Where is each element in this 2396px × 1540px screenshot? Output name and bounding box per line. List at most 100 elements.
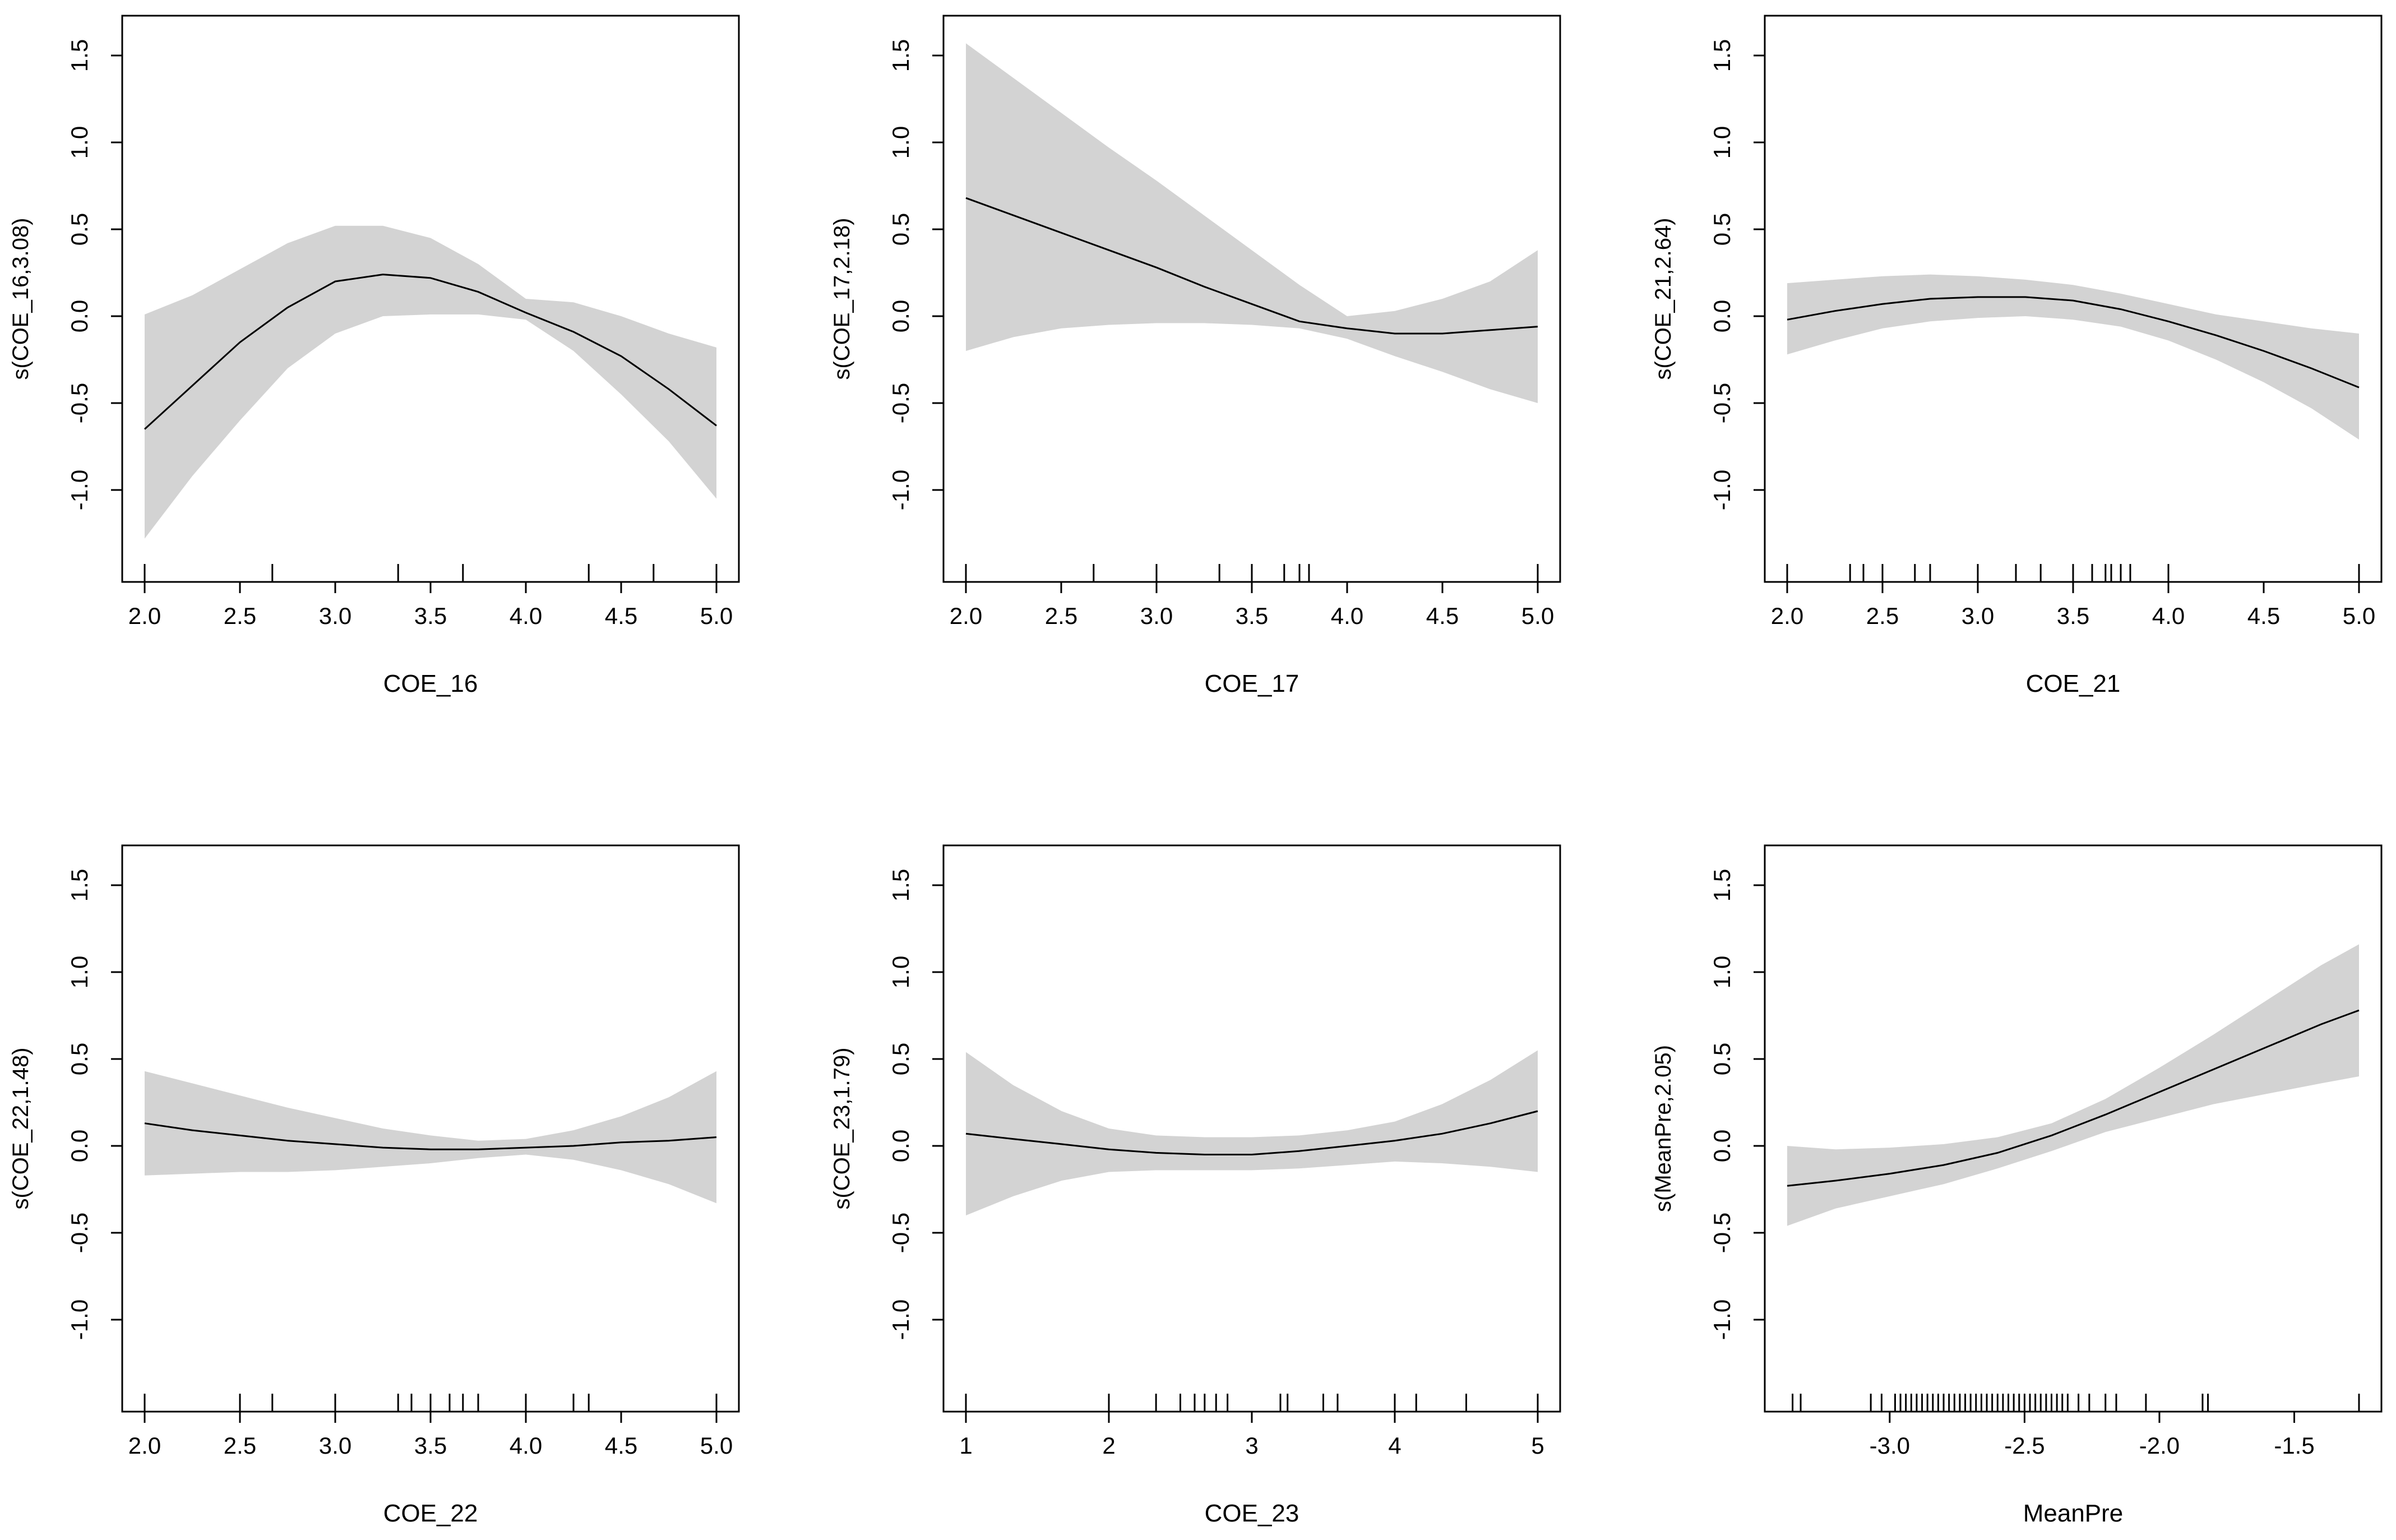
panel-5-x-tick-label: 1 xyxy=(959,1432,972,1459)
panel-5-x-tick-label: 4 xyxy=(1388,1432,1401,1459)
panel-1-confidence-band xyxy=(145,225,716,539)
panel-2-x-tick-label: 2.5 xyxy=(1045,603,1077,629)
panel-3-x-tick-label: 3.0 xyxy=(1962,603,1994,629)
panel-2-x-tick-label: 2.0 xyxy=(950,603,982,629)
panel-4-x-tick-label: 2.5 xyxy=(224,1432,256,1459)
panel-6-x-tick-label: -3.0 xyxy=(1870,1432,1910,1459)
panel-3-y-tick-label: 0.0 xyxy=(1709,300,1735,332)
panel-5-x-tick-label: 5 xyxy=(1531,1432,1544,1459)
panel-4-x-tick-label: 4.0 xyxy=(510,1432,542,1459)
panel-4-smooth-line xyxy=(144,1122,717,1150)
panel-6-x-axis-title: MeanPre xyxy=(2023,1500,2124,1527)
panel-2-y-axis-title: s(COE_17,2.18) xyxy=(830,218,854,380)
panel-1-y-tick-label: -1.0 xyxy=(66,470,92,510)
panel-3-smooth-line xyxy=(1787,296,2360,389)
panel-4-y-tick-label: -0.5 xyxy=(66,1213,92,1253)
panel-4-y-tick-label: -1.0 xyxy=(66,1299,92,1340)
panel-3-y-tick-label: 1.0 xyxy=(1709,126,1735,159)
panel-5-smooth-line xyxy=(965,1110,1538,1155)
panel-5-y-tick-label: -1.0 xyxy=(887,1299,914,1340)
panel-2-y-tick-label: 0.5 xyxy=(887,213,914,246)
panel-3-y-tick-label: 0.5 xyxy=(1709,213,1735,246)
panel-2-x-tick-label: 3.0 xyxy=(1140,603,1173,629)
gam-panel-6: -3.0 -2.5 -2.0 -1.5 MeanPre -1.0 -0.5 0.0 0.5 1.0… xyxy=(1651,844,2383,1527)
panel-5-y-tick-label: -0.5 xyxy=(887,1213,914,1253)
panel-6-y-tick-label: -0.5 xyxy=(1709,1213,1735,1253)
panel-6-x-tick-label: -1.5 xyxy=(2274,1432,2314,1459)
panel-2-confidence-band xyxy=(966,43,1538,404)
panel-1-y-tick-label: -0.5 xyxy=(66,383,92,423)
panel-6-x-tick-label: -2.5 xyxy=(2004,1432,2045,1459)
panel-5-x-tick-label: 2 xyxy=(1102,1432,1115,1459)
panel-5-y-tick-label: 0.0 xyxy=(887,1130,914,1162)
panel-3-y-tick-label: -1.0 xyxy=(1709,470,1735,510)
panel-4-y-axis-title: s(COE_22,1.48) xyxy=(8,1047,33,1209)
panel-2-x-tick-label: 3.5 xyxy=(1236,603,1268,629)
gam-panel-5: 1 2 3 4 5 COE_23 -1.0 -0.5 0.0 0.5 1.0 1.5 s(COE_23,… xyxy=(830,844,1561,1527)
panel-4-y-tick-label: 1.0 xyxy=(66,956,92,988)
panel-2-x-tick-label: 5.0 xyxy=(1521,603,1554,629)
panel-1-x-tick-label: 5.0 xyxy=(700,603,733,629)
panel-5-y-tick-label: 0.5 xyxy=(887,1043,914,1075)
panel-3-x-tick-label: 5.0 xyxy=(2343,603,2375,629)
panel-1-x-tick-label: 4.5 xyxy=(605,603,637,629)
panel-3-y-axis-title: s(COE_21,2.64) xyxy=(1651,218,1676,380)
panel-3-x-tick-label: 2.5 xyxy=(1866,603,1899,629)
panel-6-y-tick-label: 0.5 xyxy=(1709,1043,1735,1075)
panel-4-y-tick-label: 0.5 xyxy=(66,1043,92,1075)
panel-6-smooth-line xyxy=(1787,1009,2360,1187)
panel-2-y-tick-label: 1.0 xyxy=(887,126,914,159)
panel-1-x-tick-label: 2.0 xyxy=(128,603,161,629)
panel-3-x-tick-label: 4.0 xyxy=(2152,603,2185,629)
panel-1-y-tick-label: 0.5 xyxy=(66,213,92,246)
panel-6-y-tick-label: 0.0 xyxy=(1709,1130,1735,1162)
panel-5-y-tick-label: 1.5 xyxy=(887,869,914,901)
gam-panel-1: 2.0 2.5 3.0 3.5 4.0 4.5 5.0 COE_16 -1.0 -0.5 0.0 0.… xyxy=(8,15,740,697)
panel-5-y-axis-title: s(COE_23,1.79) xyxy=(830,1047,854,1209)
panel-1-y-tick-label: 1.0 xyxy=(66,126,92,159)
panel-1-y-tick-label: 0.0 xyxy=(66,300,92,332)
panel-5-confidence-band xyxy=(966,1050,1538,1215)
panel-2-y-tick-label: -0.5 xyxy=(887,383,914,423)
panel-1-x-axis-title: COE_16 xyxy=(383,670,478,697)
panel-4-x-tick-label: 2.0 xyxy=(128,1432,161,1459)
panel-4-x-tick-label: 5.0 xyxy=(700,1432,733,1459)
panel-5-x-tick-label: 3 xyxy=(1245,1432,1258,1459)
panel-2-x-tick-label: 4.5 xyxy=(1426,603,1459,629)
panel-3-x-tick-label: 4.5 xyxy=(2247,603,2280,629)
panel-1-y-tick-label: 1.5 xyxy=(66,39,92,72)
panel-2-smooth-line xyxy=(965,197,1538,335)
panel-1-smooth-line xyxy=(144,274,717,430)
panel-6-y-tick-label: 1.0 xyxy=(1709,956,1735,988)
panel-3-y-tick-label: 1.5 xyxy=(1709,39,1735,72)
panel-6-x-tick-label: -2.0 xyxy=(2139,1432,2180,1459)
panel-2-y-tick-label: 0.0 xyxy=(887,300,914,332)
panel-2-y-tick-label: -1.0 xyxy=(887,470,914,510)
panel-6-y-axis-title: s(MeanPre,2.05) xyxy=(1651,1045,1676,1212)
panel-2-x-axis-title: COE_17 xyxy=(1205,670,1299,697)
panel-1-x-tick-label: 3.5 xyxy=(414,603,447,629)
panel-4-x-tick-label: 3.5 xyxy=(414,1432,447,1459)
panel-4-x-tick-label: 3.0 xyxy=(319,1432,351,1459)
panel-1-y-axis-title: s(COE_16,3.08) xyxy=(8,218,33,380)
panel-5-x-axis-title: COE_23 xyxy=(1205,1500,1299,1527)
panel-1-x-tick-label: 3.0 xyxy=(319,603,351,629)
panel-3-confidence-band xyxy=(1787,274,2359,440)
panel-3-x-tick-label: 2.0 xyxy=(1771,603,1803,629)
panel-6-y-tick-label: -1.0 xyxy=(1709,1299,1735,1340)
panel-4-y-tick-label: 0.0 xyxy=(66,1130,92,1162)
panel-4-x-axis-title: COE_22 xyxy=(383,1500,478,1527)
gam-panel-2: 2.0 2.5 3.0 3.5 4.0 4.5 5.0 COE_17 -1.0 -0.5 0.0 0.… xyxy=(830,15,1561,697)
panel-3-y-tick-label: -0.5 xyxy=(1709,383,1735,423)
panel-3-x-axis-title: COE_21 xyxy=(2026,670,2121,697)
panel-5-y-tick-label: 1.0 xyxy=(887,956,914,988)
panel-6-y-tick-label: 1.5 xyxy=(1709,869,1735,901)
panel-4-x-tick-label: 4.5 xyxy=(605,1432,637,1459)
panel-1-x-tick-label: 2.5 xyxy=(224,603,256,629)
panel-6-confidence-band xyxy=(1787,944,2359,1226)
gam-panel-4: 2.0 2.5 3.0 3.5 4.0 4.5 5.0 COE_22 -1.0 -0.5 0.0 0.… xyxy=(8,844,740,1527)
panel-4-confidence-band xyxy=(145,1071,716,1204)
panel-3-x-tick-label: 3.5 xyxy=(2057,603,2089,629)
gam-panel-3: 2.0 2.5 3.0 3.5 4.0 4.5 5.0 COE_21 -1.0 -0.5 0.0 0.… xyxy=(1651,15,2383,697)
